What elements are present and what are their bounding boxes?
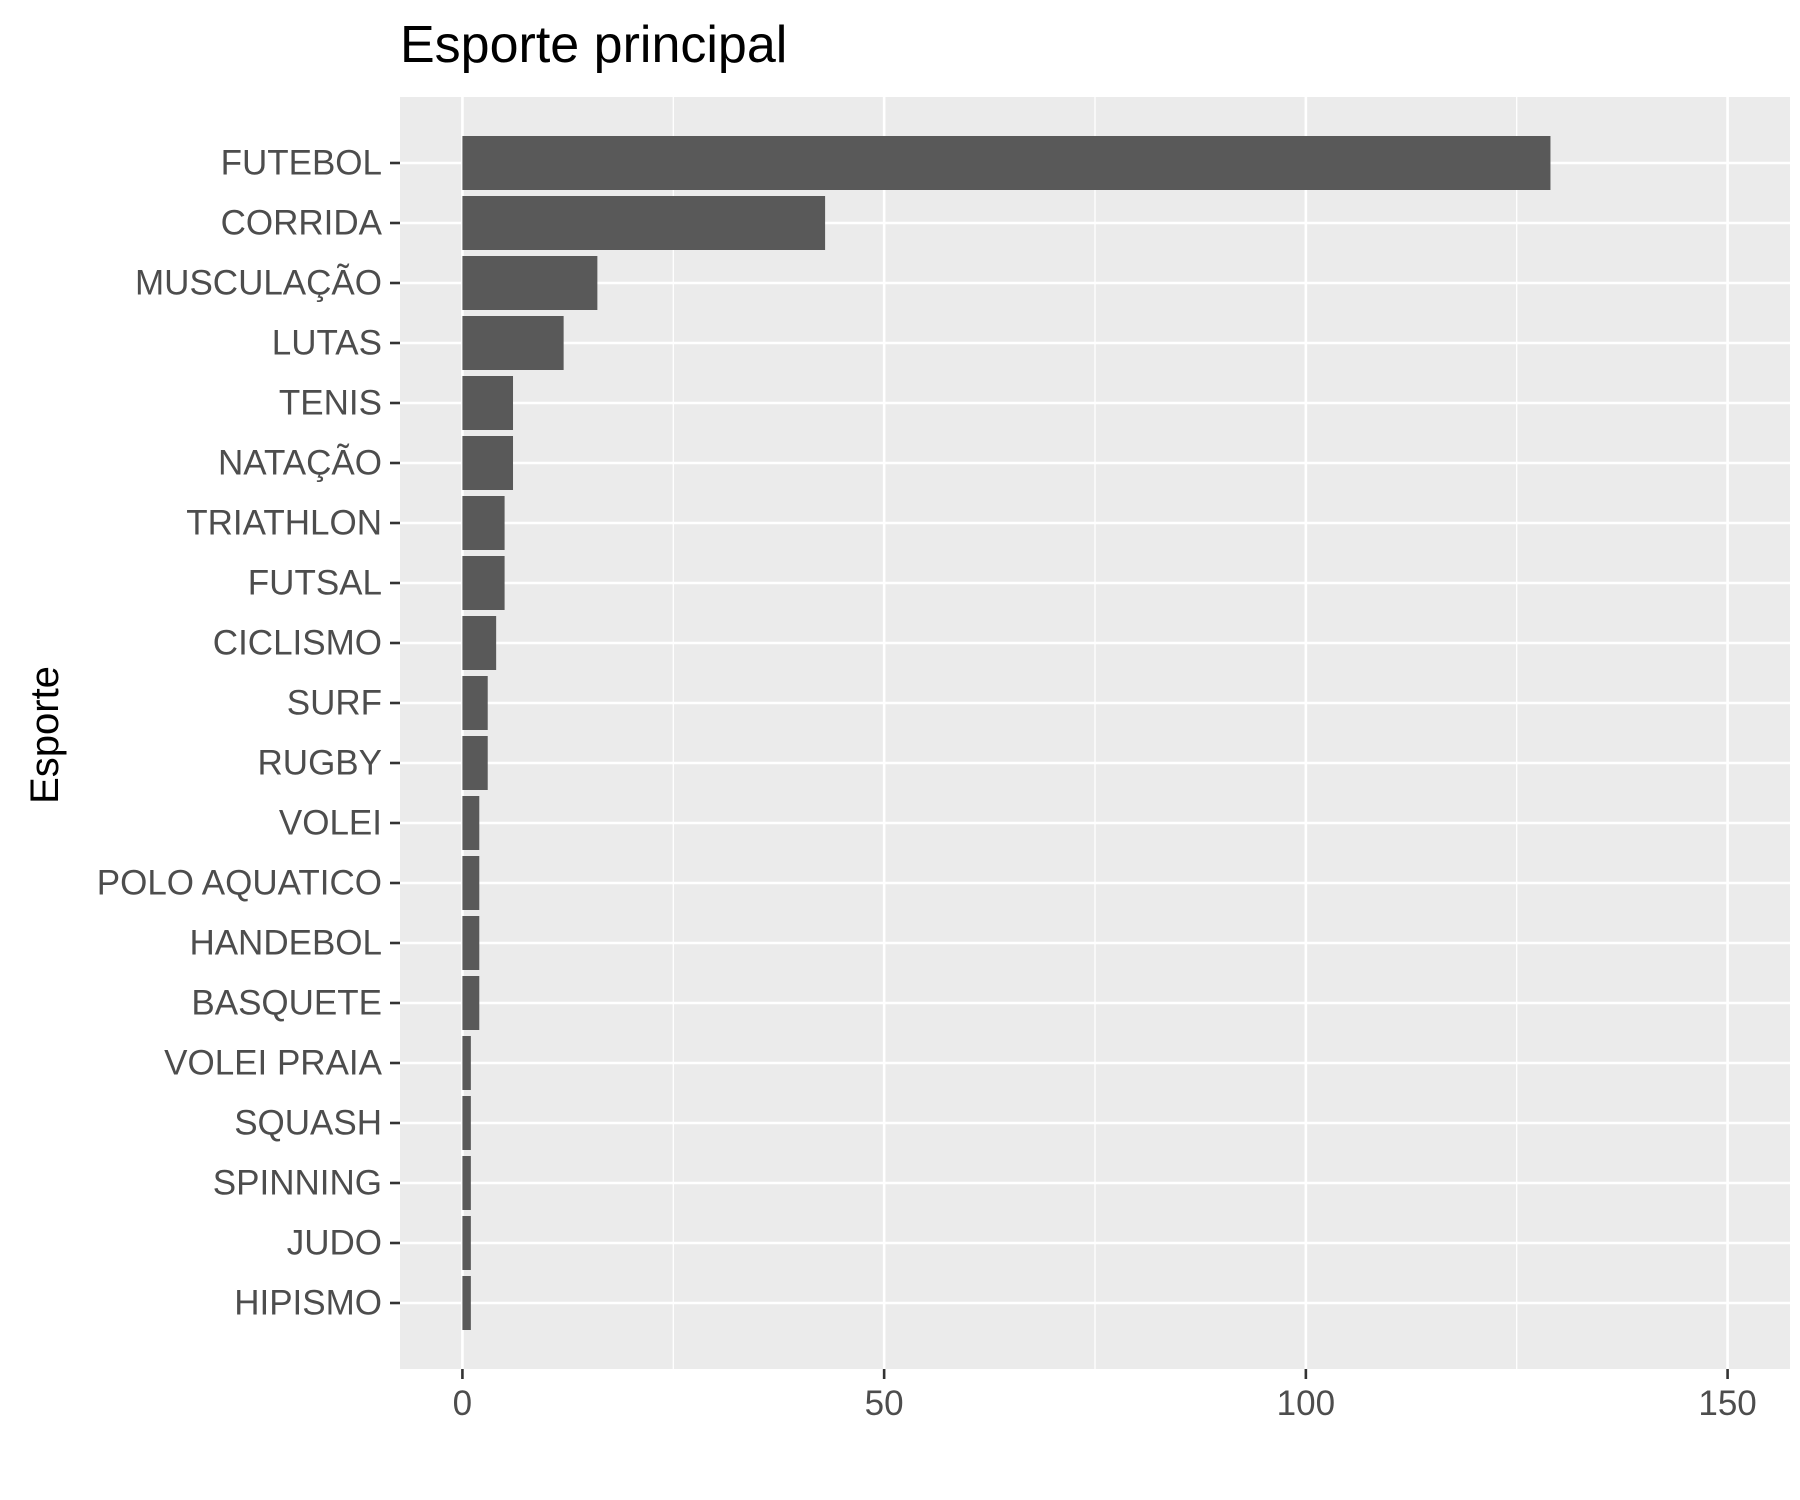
bars: [462, 136, 1551, 1330]
x-axis: 0 50 100 150: [453, 1369, 1757, 1423]
bar: [462, 856, 480, 910]
x-tick-label: 150: [1698, 1384, 1756, 1423]
y-tick-label: TENIS: [279, 384, 382, 423]
y-tick-label: MUSCULAÇÃO: [135, 264, 382, 303]
bar: [462, 916, 480, 970]
y-tick-label: POLO AQUATICO: [97, 864, 382, 903]
bar: [462, 256, 598, 310]
chart-title: Esporte principal: [400, 16, 787, 74]
y-tick-label: FUTEBOL: [221, 144, 382, 183]
y-tick-label: SQUASH: [234, 1104, 382, 1143]
y-tick-label: HIPISMO: [234, 1284, 382, 1323]
y-tick-label: TRIATHLON: [186, 504, 382, 543]
bar: [462, 676, 488, 730]
bar: [462, 1216, 471, 1270]
bar: [462, 316, 564, 370]
bar: [462, 1096, 471, 1150]
bar: [462, 436, 514, 490]
y-tick-label: FUTSAL: [248, 564, 382, 603]
y-axis: FUTEBOL CORRIDA MUSCULAÇÃO LUTAS TENIS NATAÇÃ…: [97, 144, 400, 1323]
y-tick-label: HANDEBOL: [189, 924, 382, 963]
y-tick-label: BASQUETE: [191, 984, 382, 1023]
bar: [462, 796, 480, 850]
bar: [462, 1036, 471, 1090]
y-tick-label: JUDO: [287, 1224, 382, 1263]
y-tick-label: CORRIDA: [221, 204, 383, 243]
y-tick-label: LUTAS: [272, 324, 382, 363]
bar: [462, 736, 488, 790]
bar: [462, 1276, 471, 1330]
bar: [462, 496, 505, 550]
y-tick-label: SURF: [287, 684, 382, 723]
x-tick-label: 100: [1277, 1384, 1335, 1423]
x-tick-label: 50: [865, 1384, 904, 1423]
y-tick-label: RUGBY: [258, 744, 382, 783]
y-tick-label: VOLEI PRAIA: [164, 1044, 383, 1083]
bar: [462, 556, 505, 610]
bar: [462, 976, 480, 1030]
y-tick-label: SPINNING: [213, 1164, 382, 1203]
y-axis-title: Esporte: [23, 666, 67, 804]
y-tick-label: CICLISMO: [213, 624, 382, 663]
y-tick-label: VOLEI: [279, 804, 382, 843]
bar: [462, 196, 826, 250]
bar: [462, 616, 497, 670]
x-tick-label: 0: [453, 1384, 472, 1423]
y-tick-label: NATAÇÃO: [218, 444, 382, 483]
bar: [462, 376, 514, 430]
bar: [462, 136, 1551, 190]
minor-gridlines: [672, 97, 1518, 1369]
bar: [462, 1156, 471, 1210]
